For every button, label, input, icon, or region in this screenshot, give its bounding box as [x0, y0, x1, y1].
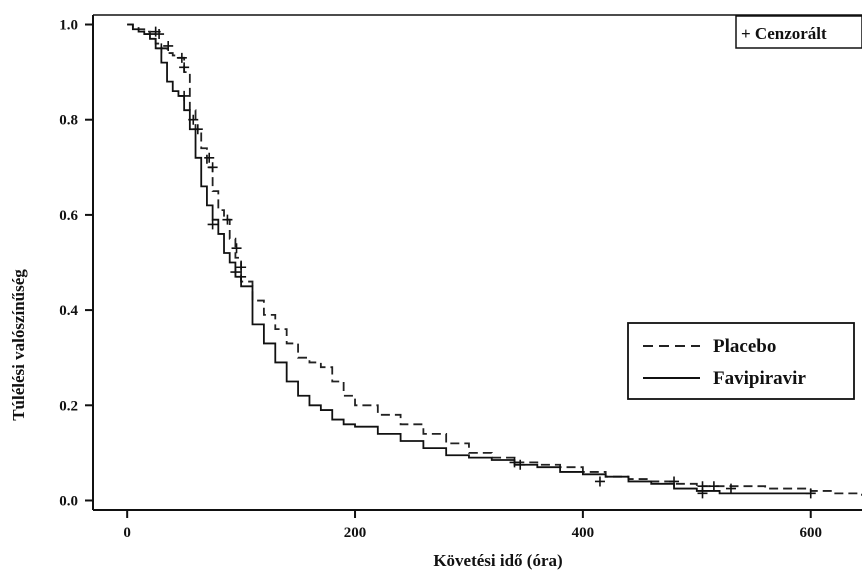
censor-mark: [176, 52, 187, 63]
legend-label-favipiravir: Favipiravir: [713, 368, 806, 389]
y-tick-label: 0.4: [59, 303, 78, 319]
censor-mark: [697, 488, 708, 499]
series-legend-box: [627, 322, 855, 400]
censor-mark: [509, 457, 520, 468]
x-axis-label: Követési idő (óra): [433, 551, 562, 570]
censor-mark: [594, 476, 605, 487]
survival-curves: [127, 23, 862, 496]
censor-mark: [236, 271, 247, 282]
series-line-favipiravir: [127, 23, 811, 495]
censor-mark: [154, 29, 165, 40]
y-axis-label: Túlélési valószínűség: [9, 269, 28, 421]
censor-mark: [515, 459, 526, 470]
censor-legend-box: [735, 15, 862, 49]
censor-mark: [725, 483, 736, 494]
censor-mark: [231, 243, 242, 254]
y-tick-label: 0.0: [59, 493, 78, 509]
censor-mark: [708, 481, 719, 492]
censor-mark: [156, 43, 167, 54]
axis-ticks: 0 200 400 600 0.0 0.2 0.4 0.6 0.8 1.0: [59, 18, 822, 541]
plot-axes: [92, 14, 862, 511]
censor-mark: [207, 219, 218, 230]
censor-legend: + Cenzorált: [735, 15, 862, 49]
y-tick-label: 1.0: [59, 18, 78, 34]
y-tick-label: 0.2: [59, 398, 78, 414]
x-tick-label: 0: [123, 525, 131, 541]
x-tick-label: 600: [799, 525, 822, 541]
censor-mark: [188, 114, 199, 125]
censor-mark: [192, 124, 203, 135]
censor-marks: [150, 26, 816, 499]
censor-mark: [236, 262, 247, 273]
censor-mark: [179, 90, 190, 101]
censor-mark: [230, 267, 241, 278]
censor-mark: [669, 476, 680, 487]
censor-mark: [207, 162, 218, 173]
censor-mark: [805, 488, 816, 499]
legend-label-placebo: Placebo: [713, 336, 776, 357]
censor-mark: [163, 40, 174, 51]
y-tick-label: 0.8: [59, 113, 78, 129]
series-line-placebo: [127, 23, 862, 496]
censor-legend-text: + Cenzorált: [741, 24, 827, 43]
x-tick-label: 400: [572, 525, 595, 541]
censor-mark: [222, 214, 233, 225]
x-tick-label: 200: [344, 525, 367, 541]
censor-mark: [179, 62, 190, 73]
censor-mark: [204, 152, 215, 163]
series-legend: Placebo Favipiravir: [627, 322, 855, 400]
y-tick-label: 0.6: [59, 208, 78, 224]
